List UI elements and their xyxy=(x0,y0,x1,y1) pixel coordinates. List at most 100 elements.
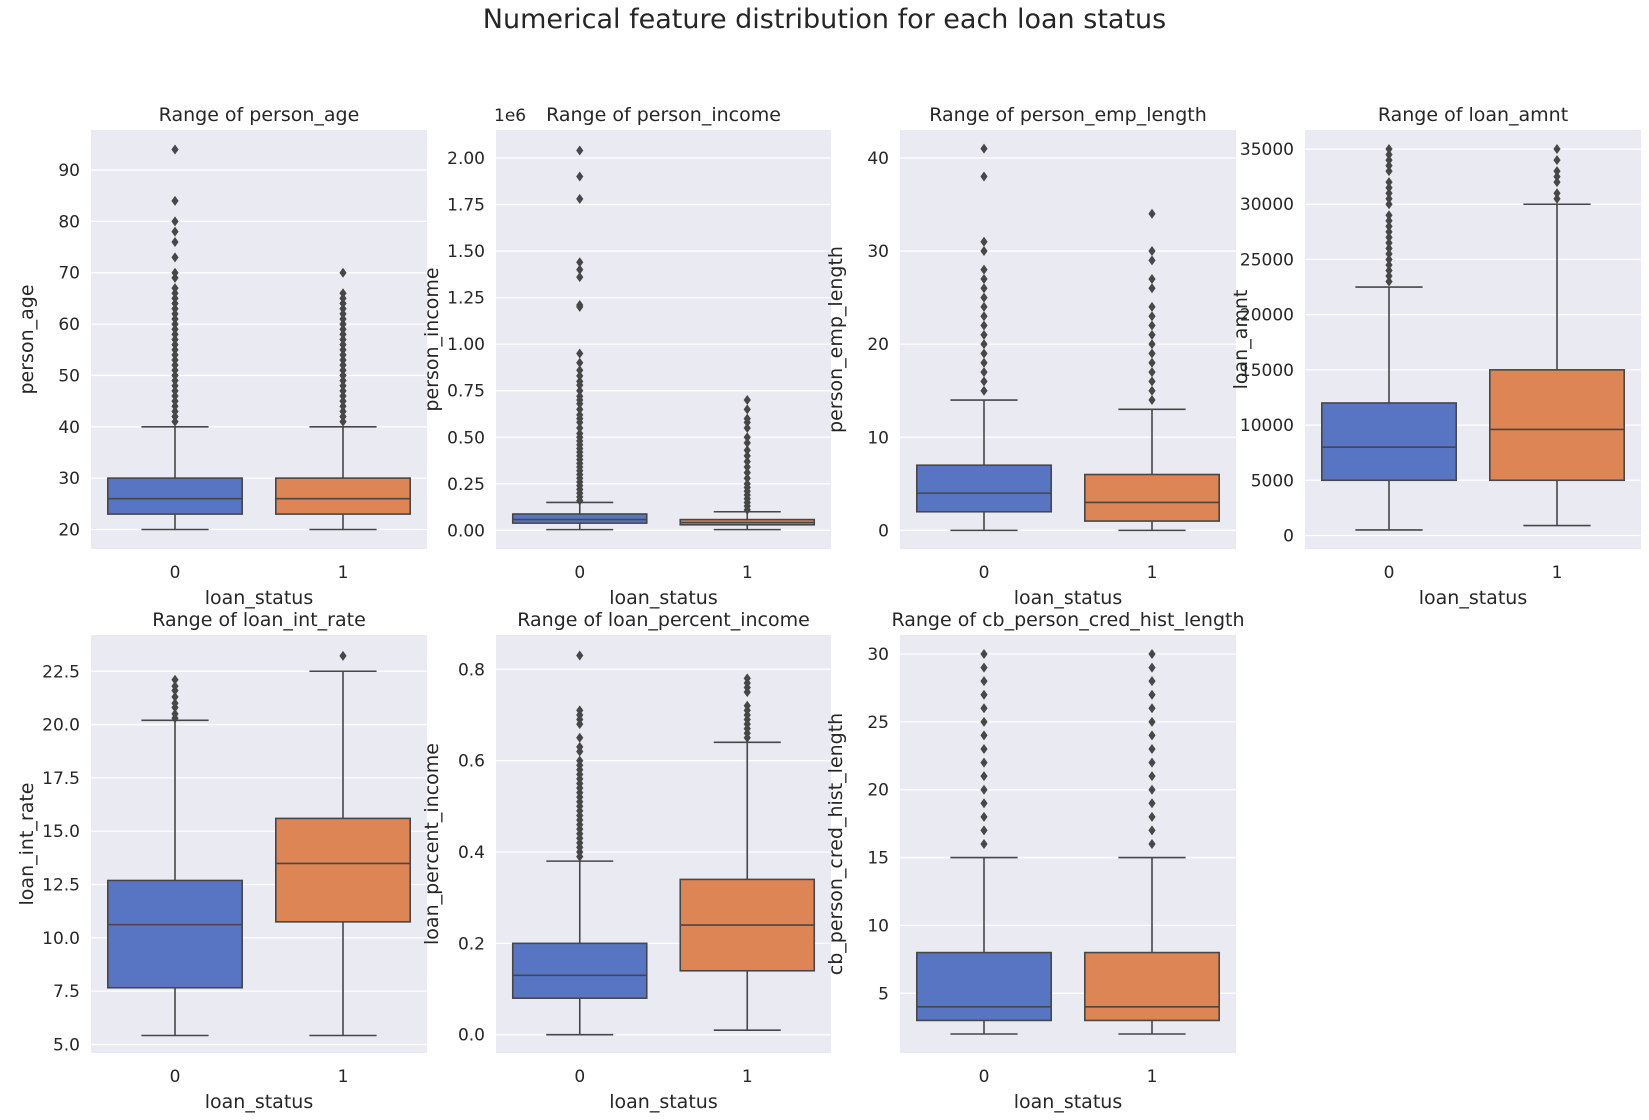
y-tick-label: 90 xyxy=(58,161,80,181)
outlier-point xyxy=(339,303,347,314)
outlier-point xyxy=(171,406,179,417)
outlier-point xyxy=(1148,730,1156,741)
x-tick-label: 1 xyxy=(1147,1067,1158,1087)
y-tick-label: 2.00 xyxy=(447,149,485,169)
outlier-point xyxy=(339,385,347,396)
y-axis-label: person_income xyxy=(421,267,443,411)
outlier-point xyxy=(171,334,179,345)
outlier-point xyxy=(980,339,988,350)
y-tick-label: 30 xyxy=(58,469,80,489)
box-0 xyxy=(511,145,648,531)
outlier-point xyxy=(1148,208,1156,219)
box-0 xyxy=(915,649,1052,1035)
outlier-point xyxy=(1385,271,1393,282)
y-tick-label: 1.00 xyxy=(447,335,485,355)
outlier-point xyxy=(980,273,988,284)
outlier-point xyxy=(171,681,179,692)
box-iqr xyxy=(1489,369,1626,482)
outlier-point xyxy=(743,445,751,456)
y-tick-label: 15.0 xyxy=(42,822,80,842)
outlier-point xyxy=(171,313,179,324)
outlier-point xyxy=(339,401,347,412)
outlier-point xyxy=(743,462,751,473)
outlier-point xyxy=(1553,177,1561,188)
outlier-point xyxy=(980,839,988,849)
box-1 xyxy=(274,267,411,531)
outlier-point xyxy=(1148,320,1156,331)
outlier-point xyxy=(576,264,584,275)
outlier-point xyxy=(576,145,584,156)
outlier-point xyxy=(743,437,751,448)
outlier-point xyxy=(1385,237,1393,248)
outlier-point xyxy=(1385,221,1393,232)
outlier-point xyxy=(339,650,347,661)
outlier-point xyxy=(1553,171,1561,182)
outlier-point xyxy=(576,257,584,268)
outlier-point xyxy=(171,272,179,283)
y-tick-label: 7.5 xyxy=(53,982,80,1002)
outlier-point xyxy=(576,428,584,439)
outlier-point xyxy=(339,288,347,299)
outlier-point xyxy=(1385,259,1393,270)
outlier-point xyxy=(576,422,584,433)
y-tick-label: 12.5 xyxy=(42,876,80,896)
box-0 xyxy=(1321,144,1458,531)
y-axis-label: person_emp_length xyxy=(825,246,847,433)
outlier-point xyxy=(576,404,584,415)
plot-area xyxy=(496,130,831,549)
outlier-point xyxy=(980,292,988,303)
outlier-point xyxy=(1385,276,1393,287)
outlier-point xyxy=(339,339,347,350)
outlier-point xyxy=(339,416,347,427)
outlier-point xyxy=(1148,662,1156,673)
outlier-point xyxy=(1385,226,1393,237)
outlier-point xyxy=(743,422,751,433)
outlier-point xyxy=(980,649,988,659)
y-tick-label: 1.50 xyxy=(447,242,485,262)
outlier-point xyxy=(1148,367,1156,378)
outlier-point xyxy=(171,324,179,335)
outlier-point xyxy=(980,811,988,822)
outlier-point xyxy=(980,676,988,687)
outlier-point xyxy=(1148,689,1156,700)
outlier-point xyxy=(339,370,347,381)
y-tick-label: 20 xyxy=(58,520,80,540)
outlier-point xyxy=(1148,771,1156,782)
outlier-point xyxy=(171,416,179,427)
outlier-point xyxy=(980,311,988,322)
outlier-point xyxy=(980,784,988,795)
outlier-point xyxy=(980,329,988,340)
outlier-point xyxy=(171,252,179,263)
outlier-point xyxy=(171,385,179,396)
y-tick-label: 50 xyxy=(58,366,80,386)
outlier-point xyxy=(1148,255,1156,266)
outlier-point xyxy=(743,700,751,711)
outlier-point xyxy=(171,390,179,401)
subplot-title: Range of cb_person_cred_hist_length xyxy=(891,609,1244,631)
outlier-point xyxy=(339,406,347,417)
x-axis-label: loan_status xyxy=(609,1091,717,1113)
outlier-point xyxy=(339,313,347,324)
outlier-point xyxy=(576,376,584,387)
y-tick-label: 0.75 xyxy=(447,382,485,402)
outlier-point xyxy=(743,395,751,406)
outlier-point xyxy=(171,303,179,314)
y-tick-label: 20000 xyxy=(1240,306,1294,326)
outlier-point xyxy=(171,339,179,350)
y-tick-label: 35000 xyxy=(1240,140,1294,160)
outlier-point xyxy=(576,732,584,743)
y-tick-label: 0.4 xyxy=(458,843,485,863)
x-axis-label: loan_status xyxy=(1419,587,1527,609)
outlier-point xyxy=(171,236,179,247)
outlier-point xyxy=(171,298,179,309)
subplot-4: 0 5000 10000 15000 20000 25000 30000 35000 0 1 Ran… xyxy=(1230,104,1641,609)
outlier-point xyxy=(1385,265,1393,276)
outlier-point xyxy=(743,673,751,684)
outlier-point xyxy=(576,365,584,376)
outlier-point xyxy=(171,375,179,386)
outlier-point xyxy=(1385,182,1393,193)
outlier-point xyxy=(576,300,584,311)
outlier-point xyxy=(171,355,179,366)
y-tick-label: 0.2 xyxy=(458,934,485,954)
